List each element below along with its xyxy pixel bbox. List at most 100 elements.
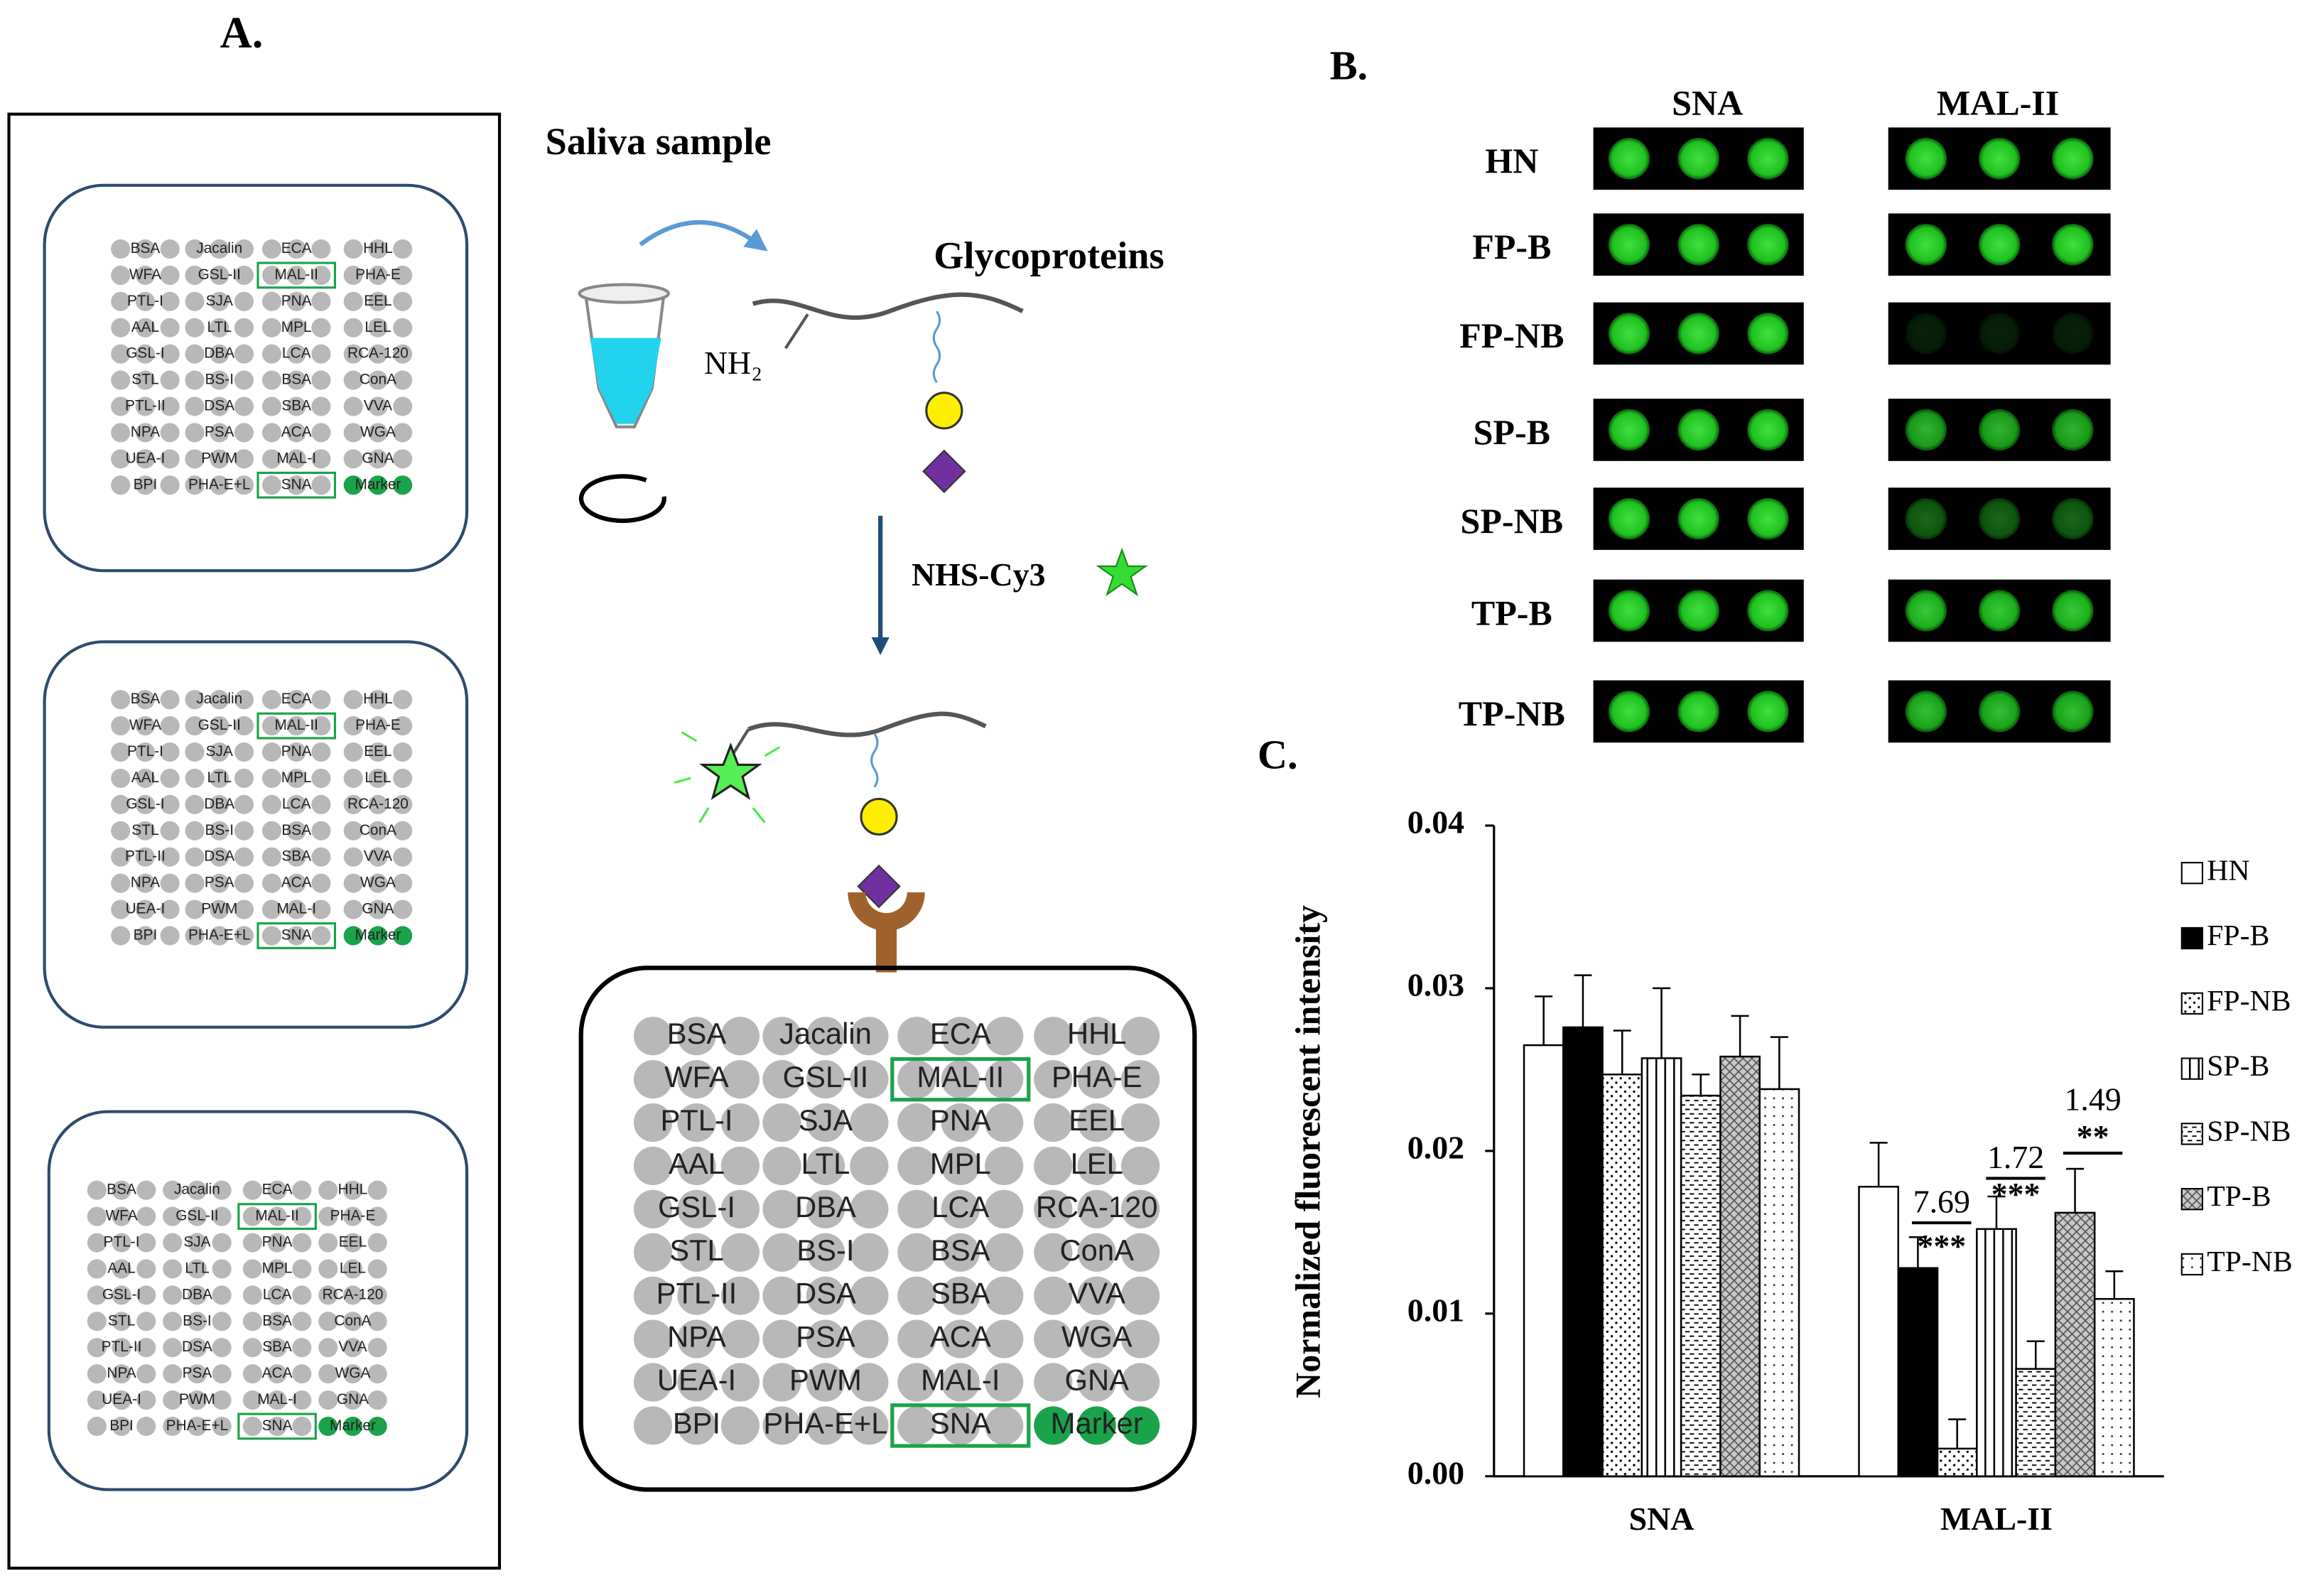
lectin-spot (234, 265, 254, 285)
lectin-spot (1077, 1276, 1116, 1315)
lectin-label: AAL (131, 319, 159, 335)
lectin-spot (677, 1406, 716, 1445)
lectin-spot (311, 370, 331, 390)
lectin-spot (1121, 1146, 1160, 1186)
error-bar (2026, 1340, 2045, 1369)
highlight-box (256, 712, 337, 740)
lectin-spot (112, 1416, 131, 1437)
lectin-spot (112, 1338, 131, 1358)
lectin-spot (286, 847, 306, 867)
lectin-spot (720, 1060, 760, 1099)
lectin-spot (286, 370, 306, 390)
lectin-spot (1121, 1017, 1160, 1056)
y-tick-label: 0.01 (1407, 1292, 1464, 1328)
lectin-spot (367, 1364, 387, 1384)
lectin-spot (343, 847, 363, 867)
lectin-label: ACA (930, 1320, 991, 1354)
lectin-spot (292, 1338, 312, 1358)
lectin-label: PHA-E (330, 1208, 376, 1224)
lectin-label: ECA (281, 691, 312, 707)
y-tick-label: 0.02 (1407, 1129, 1464, 1165)
lectin-spot (342, 1364, 363, 1384)
lectin-spot (135, 768, 155, 788)
lectin-label: GSL-I (126, 345, 164, 362)
lectin-spot (160, 475, 180, 495)
lectin-spot (1034, 1363, 1073, 1402)
lectin-label: PWM (201, 901, 237, 917)
lectin-spot (185, 291, 205, 311)
lectin-spot (135, 873, 155, 893)
lectin-spot (850, 1189, 889, 1228)
lectin-spot (720, 1189, 760, 1228)
lectin-spot (87, 1416, 107, 1437)
lectin-spot (1034, 1406, 1073, 1445)
lectin-label: NPA (667, 1320, 726, 1354)
lectin-spot (806, 1146, 845, 1186)
lectin-spot (985, 1017, 1024, 1056)
highlight-box (256, 922, 337, 949)
lectin-spot (187, 1233, 207, 1253)
lectin-spot (187, 1416, 207, 1437)
lectin-spot (242, 1312, 262, 1331)
legend-swatch (2180, 1253, 2203, 1276)
lectin-spot (985, 1276, 1024, 1315)
lectin-spot (261, 821, 282, 841)
lectin-spot (286, 265, 306, 285)
lectin-label: MAL-I (921, 1363, 1000, 1397)
lectin-spot (1034, 1233, 1073, 1272)
lectin-label: WFA (105, 1208, 137, 1224)
lectin-spot (368, 239, 388, 259)
lectin-spot (135, 926, 155, 946)
lectin-spot (1121, 1319, 1160, 1358)
lectin-spot (112, 1180, 131, 1200)
lectin-spot (1121, 1103, 1160, 1142)
lectin-spot (135, 690, 155, 710)
lectin-label: BSA (931, 1233, 990, 1267)
lectin-spot (941, 1319, 980, 1358)
lectin-spot (318, 1233, 338, 1253)
lectin-spot (234, 449, 254, 469)
lectin-spot (850, 1060, 889, 1099)
lectin-label: PSA (183, 1365, 212, 1381)
lectin-label: SBA (281, 848, 311, 865)
lectin-spot (941, 1146, 980, 1186)
lectin-spot (160, 690, 180, 710)
lectin-spot (367, 1338, 387, 1358)
lectin-spot (720, 1319, 760, 1358)
lectin-spot (897, 1319, 936, 1358)
lectin-spot (212, 1206, 232, 1226)
lectin-spot (286, 291, 306, 311)
legend-label: TP-B (2207, 1180, 2271, 1213)
lectin-spot (1121, 1060, 1160, 1099)
lectin-label: ConA (360, 372, 396, 388)
lectin-spot (850, 1276, 889, 1315)
lectin-label: PHA-E+L (188, 476, 251, 492)
lectin-spot (136, 1416, 156, 1437)
annotation-stars: *** (1991, 1176, 2041, 1212)
lectin-spot (368, 847, 388, 867)
lectin-spot (985, 1406, 1024, 1445)
lectin-label: PSA (205, 423, 234, 440)
lectin-spot (135, 716, 155, 736)
lectin-spot (806, 1406, 845, 1445)
lectin-spot (212, 1285, 232, 1305)
lectin-label: UEA-I (102, 1391, 141, 1408)
lectin-spot (261, 794, 282, 814)
lectin-spot (87, 1285, 107, 1305)
lectin-spot (311, 926, 331, 946)
fluorescent-spot (1978, 409, 2021, 451)
lectin-spot (261, 239, 282, 259)
error-bar (1692, 1074, 1710, 1096)
fluorescent-spot (1747, 224, 1789, 266)
lectin-label: Marker (330, 1417, 376, 1434)
lectin-spot (267, 1206, 287, 1226)
panel-label: C. (1258, 732, 1298, 778)
lectin-label: PTL-II (125, 848, 166, 865)
lectin-spot (342, 1180, 363, 1200)
lectin-spot (286, 794, 306, 814)
lectin-spot (111, 449, 131, 469)
fluorescent-spot (1905, 224, 1947, 266)
lectin-spot (897, 1060, 936, 1099)
lectin-spot (633, 1103, 673, 1142)
